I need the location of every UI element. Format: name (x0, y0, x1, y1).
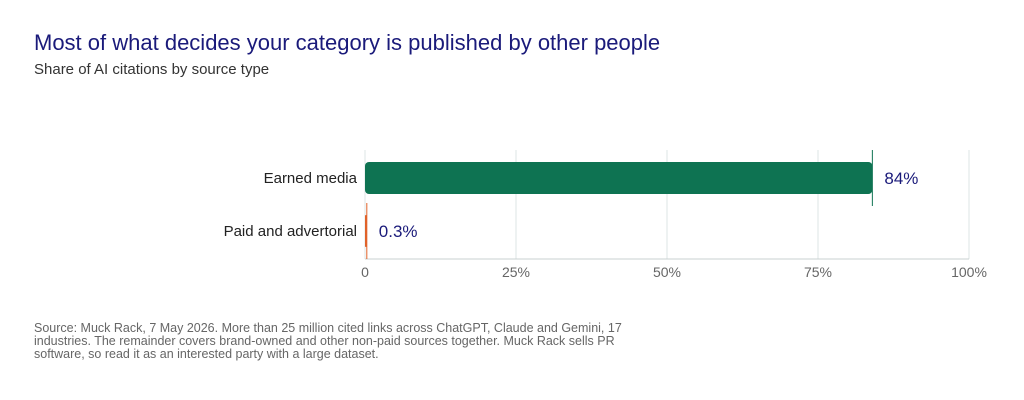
chart-subtitle: Share of AI citations by source type (34, 61, 270, 78)
x-tick-label-2: 50% (653, 264, 681, 280)
data-label-0: 84% (884, 169, 918, 188)
data-label-1: 0.3% (379, 222, 418, 241)
x-tick-label-1: 25% (502, 264, 530, 280)
x-tick-label-0: 0 (361, 264, 369, 280)
source-note: Source: Muck Rack, 7 May 2026. More than… (34, 321, 622, 361)
bars (365, 150, 873, 259)
x-tick-label-4: 100% (951, 264, 987, 280)
x-tick-label-3: 75% (804, 264, 832, 280)
category-label-0: Earned media (264, 170, 358, 187)
category-label-1: Paid and advertorial (224, 223, 357, 240)
chart-title: Most of what decides your category is pu… (34, 30, 661, 55)
bar-0 (365, 162, 873, 194)
x-axis-tick-labels: 0 25% 50% 75% 100% (361, 264, 987, 280)
category-labels: Earned media Paid and advertorial (224, 170, 358, 240)
data-labels: 84% 0.3% (379, 169, 919, 241)
